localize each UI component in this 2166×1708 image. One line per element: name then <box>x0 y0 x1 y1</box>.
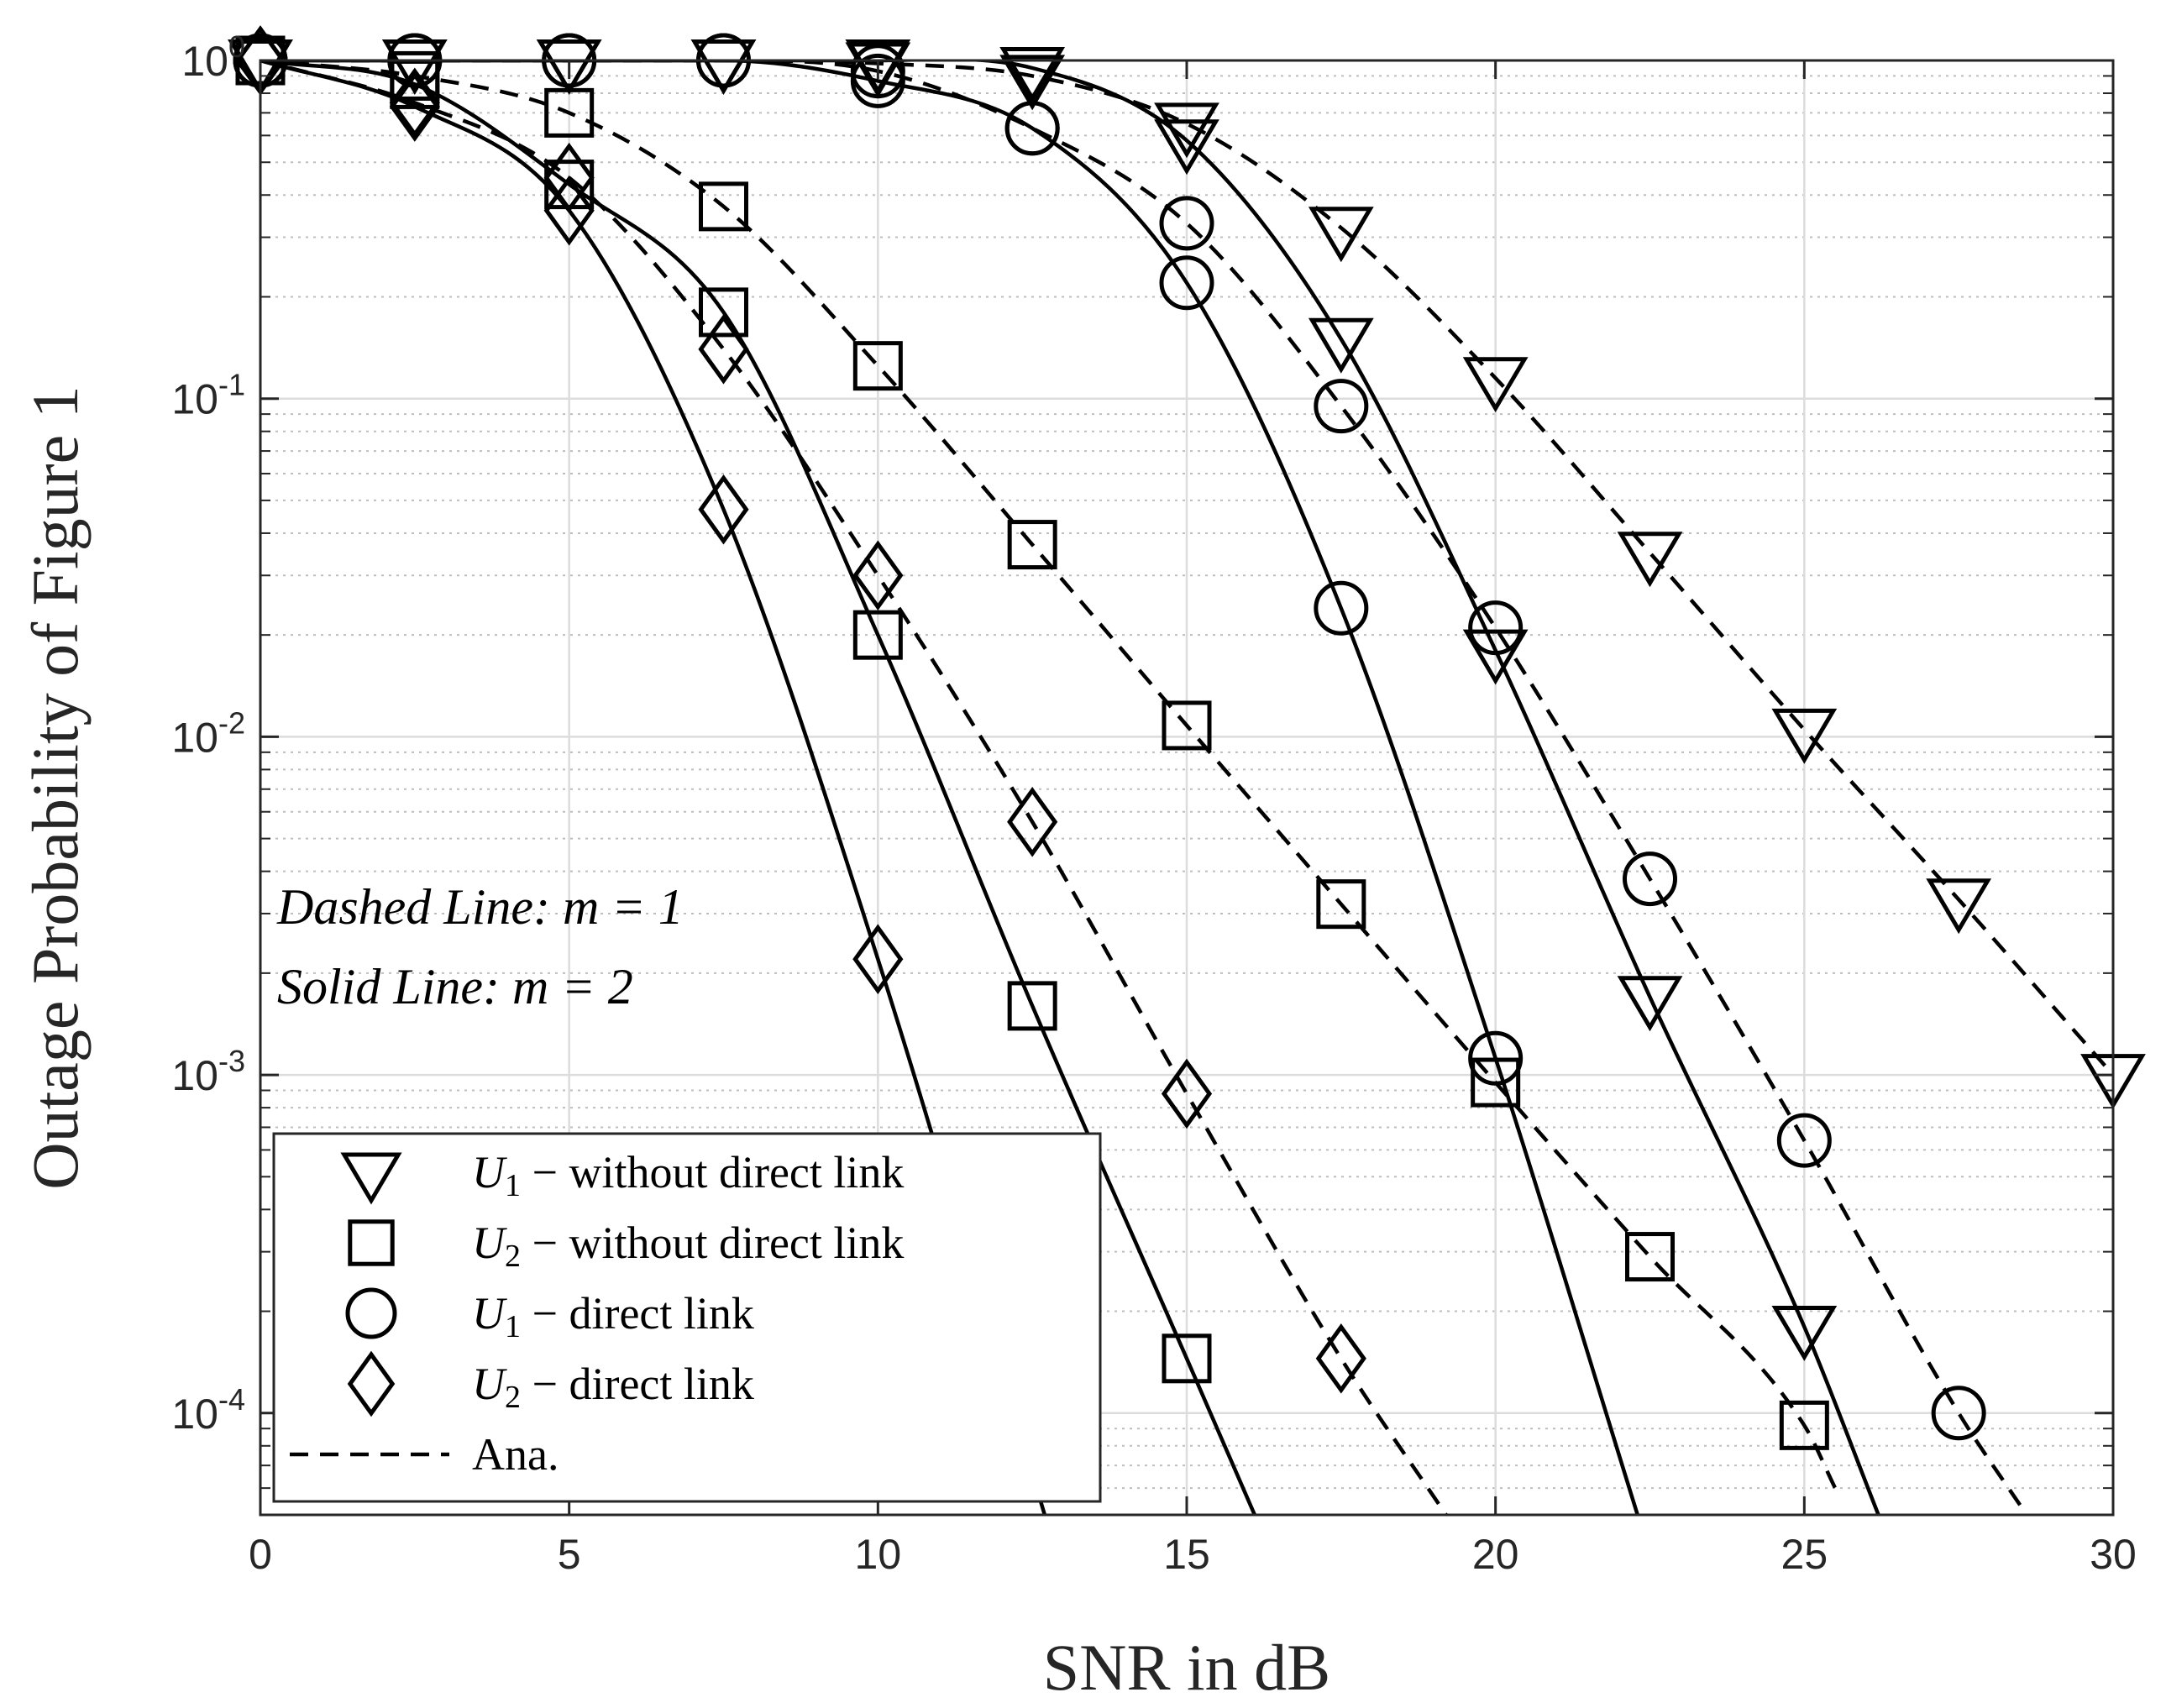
triangle-down-marker <box>1154 102 1219 159</box>
legend-circle-icon <box>345 1287 397 1339</box>
diamond-marker <box>543 175 595 246</box>
y-tick-label: 10-3 <box>171 1044 245 1099</box>
y-tick-label: 100 <box>181 29 245 85</box>
circle-marker <box>1931 1386 1986 1441</box>
circle-marker <box>1004 101 1060 156</box>
circle-marker <box>1468 1030 1524 1086</box>
x-tick-label: 5 <box>558 1531 581 1578</box>
annotation-dashed: Dashed Line: m = 1 <box>276 879 684 935</box>
square-marker <box>852 341 903 391</box>
circle-marker <box>1314 379 1369 434</box>
square-marker <box>1625 1232 1675 1282</box>
square-marker <box>1007 981 1057 1031</box>
square-marker <box>699 287 748 338</box>
diamond-marker <box>1161 1058 1213 1129</box>
circle-marker <box>1314 580 1369 636</box>
triangle-down-marker <box>1462 629 1529 685</box>
triangle-down-marker <box>1462 357 1529 413</box>
x-tick-label: 10 <box>855 1531 902 1578</box>
diamond-marker <box>698 314 749 385</box>
triangle-down-marker <box>845 39 911 95</box>
triangle-down-marker <box>1617 976 1683 1032</box>
square-marker <box>1471 1057 1521 1108</box>
square-marker <box>699 181 748 232</box>
triangle-down-marker <box>228 39 293 95</box>
circle-marker <box>1159 196 1214 251</box>
y-tick-label: 10-2 <box>171 705 245 761</box>
diamond-marker <box>698 474 749 545</box>
circle-marker <box>1623 851 1677 907</box>
square-marker <box>1779 1400 1829 1450</box>
circle-marker <box>1468 600 1524 656</box>
diamond-marker <box>852 924 904 994</box>
triangle-down-marker <box>1308 207 1374 263</box>
x-axis-label: SNR in dB <box>1043 1631 1330 1704</box>
legend-label: Ana. <box>472 1429 559 1480</box>
triangle-down-marker <box>999 55 1066 111</box>
annotation-solid: Solid Line: m = 2 <box>277 959 633 1014</box>
analysis-curve-dashed <box>260 60 1448 1515</box>
x-tick-label: 0 <box>249 1531 272 1578</box>
square-marker <box>1316 879 1366 930</box>
legend-label: U2 − direct link <box>472 1359 754 1415</box>
triangle-down-marker <box>1154 119 1219 176</box>
triangle-down-marker <box>1617 532 1683 588</box>
triangle-down-marker <box>1308 317 1374 374</box>
square-marker <box>544 87 595 138</box>
triangle-down-marker <box>536 39 602 95</box>
diamond-marker <box>1315 1323 1366 1394</box>
analysis-curve-dashed <box>260 60 2028 1515</box>
triangle-down-marker <box>1926 878 1992 935</box>
x-tick-labels: 0 5 10 15 20 25 30 <box>249 1531 2137 1578</box>
legend-triangle-down-icon <box>340 1152 402 1205</box>
square-marker <box>852 610 903 660</box>
x-tick-label: 25 <box>1781 1531 1828 1578</box>
circle-marker <box>1159 255 1214 311</box>
legend-diamond-icon <box>347 1350 396 1417</box>
x-tick-label: 15 <box>1163 1531 1210 1578</box>
analysis-curve-dashed <box>260 60 1838 1490</box>
triangle-down-marker <box>381 39 448 95</box>
y-axis-label: Outage Probability of Figure 1 <box>18 385 92 1190</box>
triangle-down-marker <box>1771 708 1838 764</box>
y-tick-labels: 100 10-1 10-2 10-3 10-4 <box>171 29 245 1438</box>
triangle-down-marker <box>1771 1305 1838 1361</box>
diamond-marker <box>389 67 440 139</box>
diamond-marker <box>1007 787 1058 857</box>
x-tick-label: 30 <box>2090 1531 2137 1578</box>
triangle-down-marker <box>690 39 757 95</box>
x-tick-label: 20 <box>1472 1531 1519 1578</box>
diamond-marker <box>543 142 595 213</box>
legend-label: U1 − direct link <box>472 1288 754 1344</box>
triangle-down-marker <box>999 46 1066 102</box>
y-tick-label: 10-4 <box>171 1382 245 1438</box>
legend-label: U1 − without direct link <box>472 1147 904 1203</box>
square-marker <box>1162 1333 1212 1384</box>
analysis-curve-solid <box>260 60 1256 1515</box>
legend-box <box>272 1132 1102 1503</box>
axis-ticks <box>259 59 2115 1515</box>
square-marker <box>1007 520 1057 570</box>
diamond-marker <box>852 540 904 611</box>
legend-square-icon <box>348 1219 395 1266</box>
analysis-curve-solid <box>260 60 1639 1515</box>
legend-label: U2 − without direct link <box>472 1218 904 1274</box>
square-marker <box>1162 700 1212 751</box>
circle-marker <box>850 53 905 108</box>
diamond-marker <box>389 71 440 142</box>
circle-marker <box>1776 1113 1832 1168</box>
y-tick-label: 10-1 <box>171 368 245 423</box>
legend: U1 − without direct link U2 − without dir… <box>272 1132 1102 1503</box>
